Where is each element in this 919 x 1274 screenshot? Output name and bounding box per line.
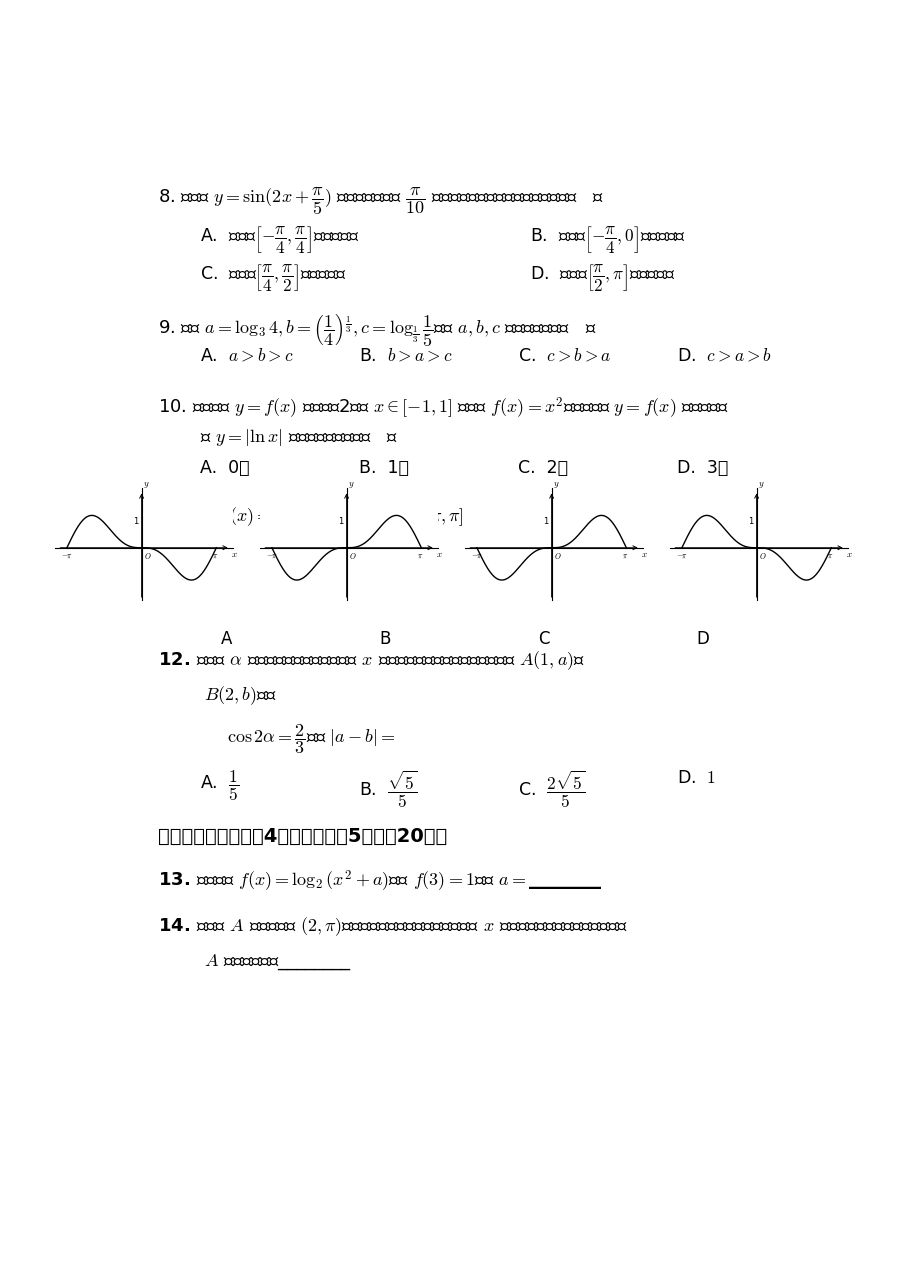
Text: D.  在区间$\left[\dfrac{\pi}{2}, \pi\right]$上单调递减: D. 在区间$\left[\dfrac{\pi}{2}, \pi\right]$…	[529, 262, 675, 293]
Text: B: B	[380, 631, 391, 648]
Text: 1: 1	[543, 517, 548, 526]
Text: A.  $\dfrac{1}{5}$: A. $\dfrac{1}{5}$	[200, 769, 239, 804]
Text: C.  $c>b>a$: C. $c>b>a$	[517, 347, 611, 364]
Text: $y$: $y$	[142, 480, 149, 490]
Text: $\pi$: $\pi$	[211, 552, 218, 561]
Text: A.  0个: A. 0个	[200, 460, 249, 478]
Text: $-\pi$: $-\pi$	[61, 552, 73, 561]
Text: $y$: $y$	[552, 480, 559, 490]
Text: $x$: $x$	[436, 549, 442, 559]
Text: 11. 函数 $f(x)=(1-\cos x)\sin x$ 在 $[-\pi, \pi]$ 的图像大致为(    ): 11. 函数 $f(x)=(1-\cos x)\sin x$ 在 $[-\pi,…	[157, 506, 565, 529]
Text: 10. 已知函数 $y=f(x)$ 的周期为2，当 $x\in[-1,1]$ 时函数 $f(x)=x^2$，那么函数 $y=f(x)$ 的图像与函: 10. 已知函数 $y=f(x)$ 的周期为2，当 $x\in[-1,1]$ 时…	[157, 395, 728, 420]
Text: $x$: $x$	[640, 549, 647, 559]
Text: 1: 1	[338, 517, 344, 526]
Text: $\cos 2\alpha=\dfrac{2}{3}$，则 $|a-b|=$: $\cos 2\alpha=\dfrac{2}{3}$，则 $|a-b|=$	[227, 722, 395, 757]
Text: $-\pi$: $-\pi$	[675, 552, 687, 561]
Text: $A$ 的直角坐标为________: $A$ 的直角坐标为________	[204, 952, 351, 972]
Text: $B(2, b)$，且: $B(2, b)$，且	[204, 684, 277, 707]
Text: B.  $\dfrac{\sqrt{5}}{5}$: B. $\dfrac{\sqrt{5}}{5}$	[358, 769, 417, 810]
Text: B.  $b>a>c$: B. $b>a>c$	[358, 347, 452, 364]
Text: 二、填空题：本题共4小题，每小题5分，共20分。: 二、填空题：本题共4小题，每小题5分，共20分。	[157, 827, 447, 846]
Text: $O$: $O$	[348, 552, 356, 562]
Text: 8. 将函数 $y=\sin(2x+\dfrac{\pi}{5})$ 的图象向右平移 $\dfrac{\pi}{10}$ 个单位长度，所得图象对应的函数（   : 8. 将函数 $y=\sin(2x+\dfrac{\pi}{5})$ 的图象向右…	[157, 185, 603, 217]
Text: D.  $c>a>b$: D. $c>a>b$	[676, 347, 771, 364]
Text: 14. 已知点 $A$ 的极坐标为 $(2,\pi)$，则在以极点为坐标原点，极轴为 $x$ 轴的正半轴的直角坐标系中，点: 14. 已知点 $A$ 的极坐标为 $(2,\pi)$，则在以极点为坐标原点，极…	[157, 915, 627, 938]
Text: C.  在区间$\left[\dfrac{\pi}{4}, \dfrac{\pi}{2}\right]$上单调递增: C. 在区间$\left[\dfrac{\pi}{4}, \dfrac{\pi}…	[200, 262, 346, 293]
Text: A.  $a>b>c$: A. $a>b>c$	[200, 347, 294, 364]
Text: $O$: $O$	[553, 552, 561, 562]
Text: 9. 已知 $a=\log_3 4,b=\left(\dfrac{1}{4}\right)^{\frac{1}{3}},c=\log_{\frac{1}{3}}: 9. 已知 $a=\log_3 4,b=\left(\dfrac{1}{4}\r…	[157, 311, 596, 348]
Text: $-\pi$: $-\pi$	[266, 552, 278, 561]
Text: A: A	[221, 631, 232, 648]
Text: D.  3个: D. 3个	[676, 460, 727, 478]
Text: $\pi$: $\pi$	[826, 552, 833, 561]
Text: 1: 1	[133, 517, 139, 526]
Text: 12. 已知角 $\alpha$ 的顶点为坐标原点，始边与 $x$ 轴的非负半轴重合，终边上有两点 $A(1, a)$，: 12. 已知角 $\alpha$ 的顶点为坐标原点，始边与 $x$ 轴的非负半轴…	[157, 650, 584, 673]
Text: $x$: $x$	[231, 549, 237, 559]
Text: $\pi$: $\pi$	[416, 552, 423, 561]
Text: B.  1个: B. 1个	[358, 460, 409, 478]
Text: $O$: $O$	[757, 552, 766, 562]
Text: $y$: $y$	[347, 480, 354, 490]
Text: D: D	[696, 631, 709, 648]
Text: 13. 已知函数 $f(x)=\log_2(x^2+a)$，若 $f(3)=1$，则 $a=$________: 13. 已知函数 $f(x)=\log_2(x^2+a)$，若 $f(3)=1$…	[157, 869, 601, 894]
Text: $y$: $y$	[757, 480, 764, 490]
Text: C.  $\dfrac{2\sqrt{5}}{5}$: C. $\dfrac{2\sqrt{5}}{5}$	[517, 769, 585, 810]
Text: $x$: $x$	[845, 549, 851, 559]
Text: $\pi$: $\pi$	[621, 552, 628, 561]
Text: C: C	[538, 631, 550, 648]
Text: 1: 1	[748, 517, 753, 526]
Text: B.  在区间$\left[-\dfrac{\pi}{4}, 0\right]$上单调递减: B. 在区间$\left[-\dfrac{\pi}{4}, 0\right]$上…	[529, 224, 685, 255]
Text: C.  2个: C. 2个	[517, 460, 567, 478]
Text: 数 $y=|\ln x|$ 的图像的交点共有（   ）: 数 $y=|\ln x|$ 的图像的交点共有（ ）	[200, 427, 397, 448]
Text: $-\pi$: $-\pi$	[471, 552, 482, 561]
Text: A.  在区间$\left[-\dfrac{\pi}{4}, \dfrac{\pi}{4}\right]$上单调递增: A. 在区间$\left[-\dfrac{\pi}{4}, \dfrac{\pi…	[200, 224, 359, 255]
Text: $O$: $O$	[143, 552, 151, 562]
Text: D.  $1$: D. $1$	[676, 769, 715, 787]
